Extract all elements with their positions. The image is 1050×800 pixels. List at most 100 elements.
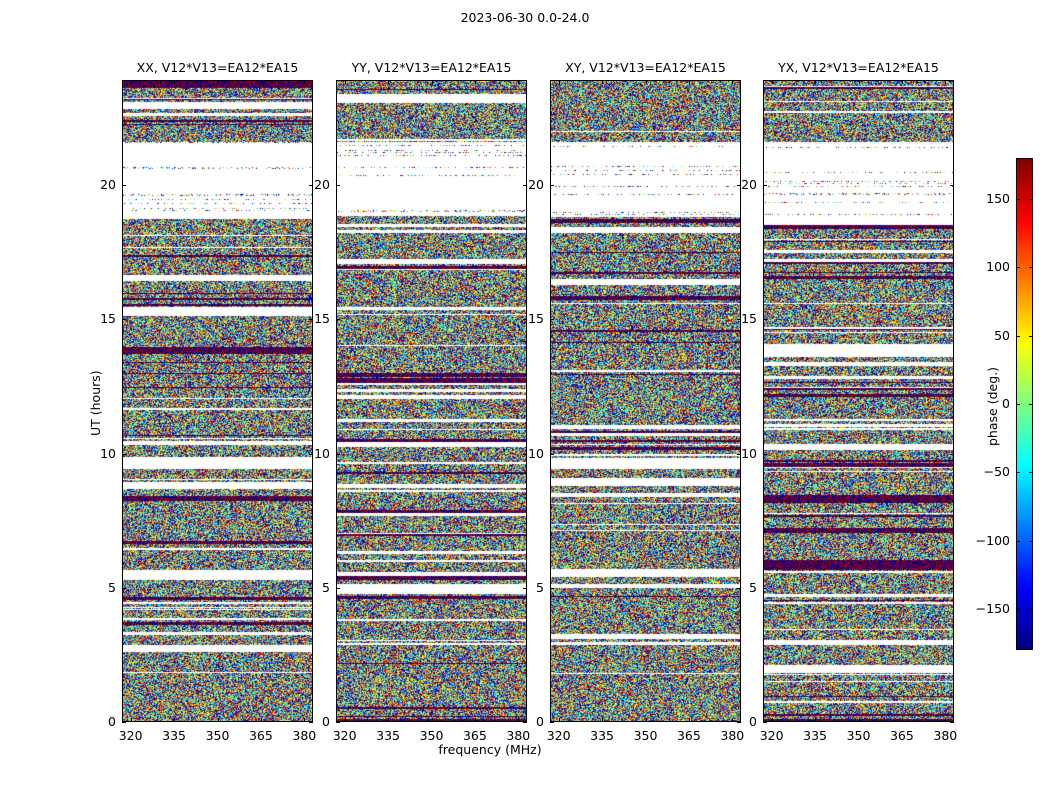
y-tick-label: 0: [108, 714, 116, 729]
colorbar-tickmark: [1016, 472, 1020, 473]
x-tick-label: 335: [590, 728, 614, 743]
x-tick-label: 350: [419, 728, 444, 743]
y-tickmark: [763, 185, 767, 186]
x-tickmark: [518, 718, 519, 722]
y-tickmark: [309, 588, 313, 589]
x-tick-label: 335: [803, 728, 827, 743]
colorbar-tick-label: 150: [986, 191, 1010, 206]
colorbar-tickmark: [1016, 404, 1020, 405]
colorbar-tickmark: [1029, 267, 1033, 268]
y-tickmark: [737, 185, 741, 186]
x-tickmark: [261, 80, 262, 84]
y-tickmark: [122, 454, 126, 455]
y-tickmark: [950, 185, 954, 186]
y-tickmark: [737, 588, 741, 589]
y-tickmark: [737, 454, 741, 455]
y-tick-label: 5: [322, 579, 330, 595]
colorbar-tickmark: [1016, 267, 1020, 268]
y-tickmark: [309, 454, 313, 455]
y-tick-label: 20: [314, 177, 330, 192]
x-tickmark: [432, 80, 433, 84]
x-tickmark: [732, 80, 733, 84]
colorbar-tickmark: [1029, 199, 1033, 200]
x-tickmark: [345, 718, 346, 722]
colorbar-gradient: [1017, 159, 1032, 649]
colorbar-tickmark: [1029, 472, 1033, 473]
x-tick-label: 350: [205, 728, 230, 743]
x-tickmark: [131, 80, 132, 84]
y-tickmark: [336, 319, 340, 320]
y-tickmark: [309, 319, 313, 320]
y-tickmark: [550, 722, 554, 723]
y-tickmark: [763, 454, 767, 455]
colorbar-tick-label: 50: [994, 327, 1010, 343]
x-tickmark: [902, 80, 903, 84]
x-tickmark: [559, 718, 560, 722]
colorbar-tick-label: −100: [975, 532, 1010, 548]
y-tickmark: [122, 722, 126, 723]
x-tick-label: 380: [292, 728, 317, 743]
y-tickmark: [523, 185, 527, 186]
y-tickmark: [122, 319, 126, 320]
heatmap-panel-yy: [336, 80, 527, 722]
y-tick-label: 10: [314, 445, 330, 461]
y-tickmark: [737, 319, 741, 320]
x-tickmark: [902, 718, 903, 722]
x-tick-label: 350: [846, 728, 871, 743]
y-tick-label: 5: [536, 579, 544, 595]
y-tickmark: [309, 185, 313, 186]
x-tickmark: [602, 80, 603, 84]
x-tickmark: [345, 80, 346, 84]
y-tickmark: [763, 319, 767, 320]
x-tickmark: [646, 80, 647, 84]
colorbar-tickmark: [1029, 404, 1033, 405]
y-tick-label: 0: [322, 714, 330, 729]
x-tickmark: [218, 80, 219, 84]
x-tick-label: 335: [376, 728, 400, 743]
x-tick-label: 350: [633, 728, 658, 743]
x-tickmark: [859, 80, 860, 84]
x-tick-label: 335: [162, 728, 186, 743]
x-tickmark: [261, 718, 262, 722]
y-tick-label: 5: [108, 579, 116, 595]
x-tick-label: 320: [546, 728, 571, 743]
x-tickmark: [388, 80, 389, 84]
y-tickmark: [950, 722, 954, 723]
heatmap-image-1: [337, 81, 526, 721]
y-tickmark: [309, 722, 313, 723]
x-tick-label: 365: [462, 728, 487, 743]
panel-title-xy: XY, V12*V13=EA12*EA15: [565, 60, 726, 75]
x-tick-label: 365: [676, 728, 701, 743]
y-tick-label: 15: [528, 311, 544, 327]
y-tick-label: 10: [100, 445, 116, 461]
y-tickmark: [763, 588, 767, 589]
x-tickmark: [815, 80, 816, 84]
y-tickmark: [550, 185, 554, 186]
y-tickmark: [336, 722, 340, 723]
colorbar-tickmark: [1029, 609, 1033, 610]
panel-title-xx: XX, V12*V13=EA12*EA15: [136, 60, 299, 75]
colorbar-tickmark: [1016, 199, 1020, 200]
panel-title-yy: YY, V12*V13=EA12*EA15: [351, 60, 512, 75]
panel-title-yx: YX, V12*V13=EA12*EA15: [778, 60, 939, 75]
x-axis-label: frequency (MHz): [438, 742, 542, 757]
y-tick-label: 20: [528, 177, 544, 192]
colorbar-tickmark: [1029, 336, 1033, 337]
colorbar-tick-label: 0: [1002, 396, 1010, 411]
y-tickmark: [550, 319, 554, 320]
x-tickmark: [475, 718, 476, 722]
x-tick-label: 380: [506, 728, 531, 743]
x-tickmark: [602, 718, 603, 722]
x-tick-label: 380: [933, 728, 958, 743]
x-tickmark: [559, 80, 560, 84]
heatmap-image-2: [551, 81, 740, 721]
y-tickmark: [336, 185, 340, 186]
x-tickmark: [304, 718, 305, 722]
y-tick-label: 5: [749, 579, 757, 595]
y-tick-label: 10: [741, 445, 757, 461]
y-tickmark: [523, 319, 527, 320]
colorbar-tick-label: −50: [983, 464, 1010, 480]
x-tickmark: [772, 718, 773, 722]
y-tickmark: [122, 185, 126, 186]
